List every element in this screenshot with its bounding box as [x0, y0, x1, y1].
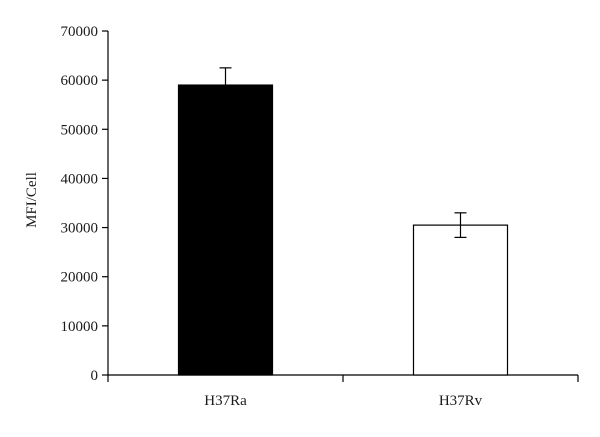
- y-tick-label: 40000: [61, 171, 99, 187]
- bar-h37rv: [412, 224, 509, 376]
- x-tick-label: H37Rv: [439, 393, 483, 409]
- x-tick-label: H37Ra: [204, 393, 247, 409]
- bar-h37ra: [177, 84, 274, 376]
- y-tick-label: 50000: [61, 122, 99, 138]
- y-tick-label: 30000: [61, 221, 99, 237]
- y-axis: 0 10000 20000 30000 40000 50000 60000 70000: [61, 24, 109, 384]
- y-tick-label: 20000: [61, 270, 99, 286]
- y-tick-label: 10000: [61, 319, 99, 335]
- y-tick-label: 60000: [61, 73, 99, 89]
- y-tick-label: 0: [91, 368, 99, 384]
- x-axis: H37Ra H37Rv: [107, 374, 579, 409]
- y-tick-label: 70000: [61, 24, 99, 40]
- bars: [177, 67, 509, 376]
- y-axis-label: MFI/Cell: [24, 172, 40, 228]
